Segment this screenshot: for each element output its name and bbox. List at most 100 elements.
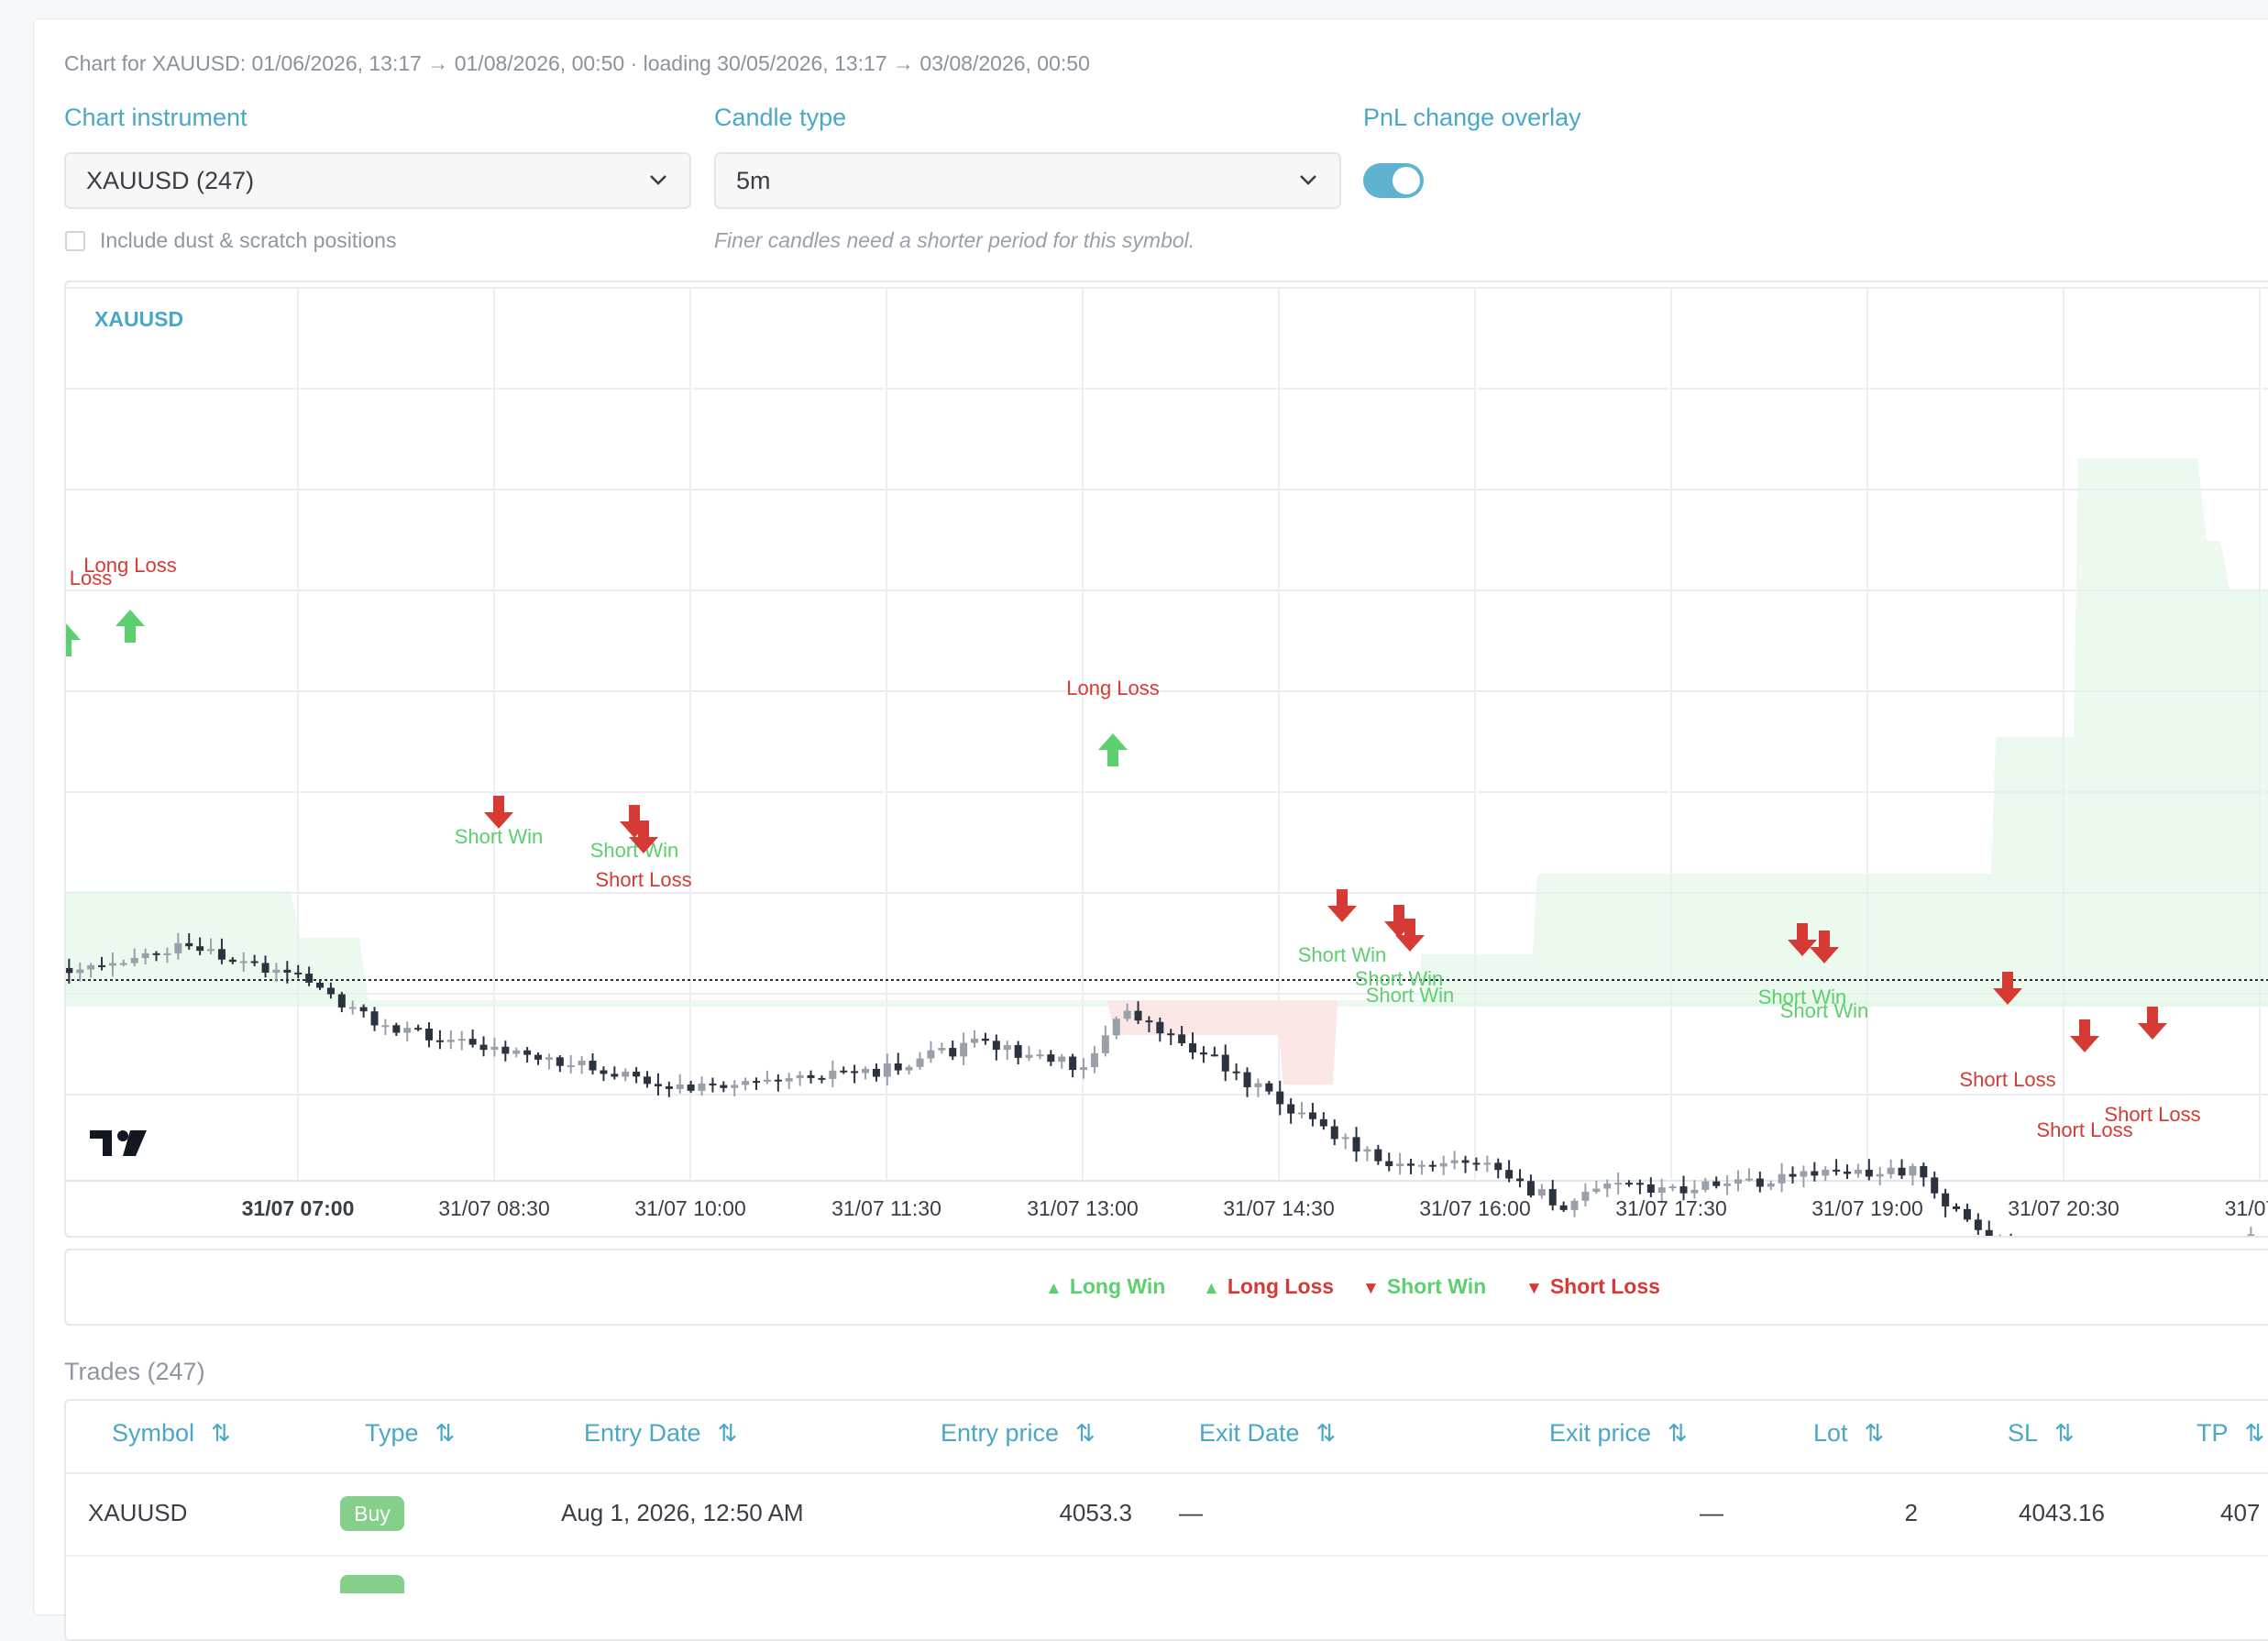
legend-short-win-label: Short Win (1386, 1274, 1487, 1298)
candle-body (1254, 1083, 1262, 1087)
candle-body (545, 1057, 553, 1060)
sort-icon: ⇅ (1316, 1419, 1337, 1447)
candle-body (207, 949, 215, 952)
legend-long-loss: ▲ Long Loss (1203, 1274, 1334, 1299)
col-header-sl[interactable]: SL ⇅ (2008, 1419, 2075, 1447)
candle-body (1396, 1163, 1404, 1167)
candle-body (239, 961, 248, 964)
candle-body (840, 1070, 848, 1073)
triangle-up-icon: ▲ (1045, 1279, 1062, 1298)
col-header-tp[interactable]: TP ⇅ (2196, 1419, 2265, 1447)
candle-body (1189, 1043, 1197, 1053)
instrument-select-value: XAUUSD (247) (86, 167, 255, 194)
candle-body (742, 1081, 750, 1085)
candle-body (1363, 1149, 1371, 1152)
candle-body (992, 1041, 1000, 1051)
candle-body (1417, 1164, 1426, 1167)
candle-body (119, 963, 127, 965)
chevron-down-icon (647, 154, 669, 226)
candle-body (1287, 1104, 1295, 1114)
sort-icon: ⇅ (717, 1419, 738, 1447)
candle-body (76, 969, 84, 974)
candle-body (611, 1074, 619, 1077)
col-header-lot[interactable]: Lot ⇅ (1813, 1419, 1885, 1447)
sort-icon: ⇅ (1075, 1419, 1095, 1447)
candle-body (1559, 1205, 1568, 1210)
candle-body (196, 946, 204, 952)
x-tick-label: 31/07 14:30 (1223, 1196, 1335, 1220)
candle-body (1505, 1170, 1514, 1179)
legend-short-win: ▼ Short Win (1362, 1274, 1486, 1299)
price-chart[interactable]: Loss Long Loss Short Win Short Win Short Los… (64, 281, 2268, 1238)
candle-body (1112, 1019, 1120, 1036)
arrow-down-icon (484, 796, 513, 829)
candle-body (1265, 1083, 1273, 1092)
candle-body (1516, 1178, 1525, 1182)
type-badge-buy: Buy (340, 1496, 404, 1531)
candle-body (763, 1079, 771, 1082)
candle-body (872, 1068, 880, 1077)
candle-body (600, 1070, 608, 1074)
candle-body (1635, 1183, 1644, 1185)
trades-title: Trades (247) (64, 1358, 205, 1385)
candle-body (1199, 1052, 1207, 1055)
candle-body (774, 1079, 782, 1082)
col-header-exit-date[interactable]: Exit Date ⇅ (1199, 1419, 1337, 1447)
include-dust-label: Include dust & scratch positions (100, 228, 397, 252)
candle-body (163, 953, 171, 955)
include-dust-checkbox[interactable] (65, 231, 85, 251)
candle-body (1407, 1163, 1415, 1166)
candle-body (1756, 1178, 1764, 1187)
candle-body (1822, 1169, 1830, 1176)
candle-body (457, 1039, 466, 1041)
x-tick-label: 31/07 17:30 (1615, 1196, 1727, 1220)
sort-icon: ⇅ (1668, 1419, 1688, 1447)
candle-body (512, 1050, 521, 1054)
candle-body (981, 1038, 989, 1041)
sort-icon: ⇅ (211, 1419, 231, 1447)
candle-body (1308, 1112, 1316, 1119)
legend-long-loss-label: Long Loss (1227, 1274, 1335, 1298)
candle-body (1800, 1171, 1808, 1177)
pnl-overlay-label: PnL change overlay (1363, 104, 1581, 131)
col-header-symbol[interactable]: Symbol ⇅ (112, 1419, 231, 1447)
candle-body (753, 1081, 761, 1084)
candle-body (676, 1084, 684, 1089)
candle-body (1723, 1184, 1732, 1186)
candle-body (1603, 1184, 1612, 1189)
candle-body (687, 1084, 695, 1091)
candle-body (665, 1085, 673, 1089)
col-header-type[interactable]: Type ⇅ (365, 1419, 456, 1447)
chart-range-subtitle: Chart for XAUUSD: 01/06/2026, 13:17 → 01… (64, 51, 1090, 75)
candle-body (654, 1084, 662, 1086)
candle-body (1450, 1160, 1459, 1163)
col-header-entry-date[interactable]: Entry Date ⇅ (584, 1419, 738, 1447)
col-header-exit-price[interactable]: Exit price ⇅ (1549, 1419, 1688, 1447)
candle-body (1134, 1010, 1142, 1021)
candle-body (1014, 1044, 1022, 1058)
candle-body (916, 1058, 924, 1067)
col-header-entry-price[interactable]: Entry price ⇅ (941, 1419, 1095, 1447)
candle-body (1494, 1162, 1503, 1171)
candle-body (2247, 1234, 2255, 1236)
pnl-overlay-toggle[interactable] (1363, 163, 1424, 198)
candle-body (1745, 1178, 1753, 1181)
candle-body (392, 1025, 401, 1033)
cell-lot: 2 (1904, 1499, 1918, 1526)
candle-body (1657, 1187, 1666, 1193)
trade-marker-legend: ▲ Long Win ▲ Long Loss ▼ Short Win ▼ Short L… (64, 1249, 2268, 1326)
marker-label: Long Loss (83, 554, 177, 577)
candle-body (468, 1039, 477, 1045)
arrow-down-icon (629, 820, 658, 854)
candle-body (272, 969, 281, 973)
candle-body (1330, 1126, 1338, 1140)
candle-body (1931, 1177, 1939, 1194)
sort-icon: ⇅ (435, 1419, 456, 1447)
candle-body (1058, 1056, 1066, 1063)
triangle-down-icon: ▼ (1362, 1279, 1380, 1298)
instrument-select[interactable]: XAUUSD (247) (64, 152, 691, 209)
marker-label: Short Win (1298, 943, 1387, 966)
arrow-up-icon (1098, 733, 1128, 766)
x-tick-label: 31/07 11:30 (831, 1196, 941, 1220)
candle-type-select[interactable]: 5m (714, 152, 1341, 209)
